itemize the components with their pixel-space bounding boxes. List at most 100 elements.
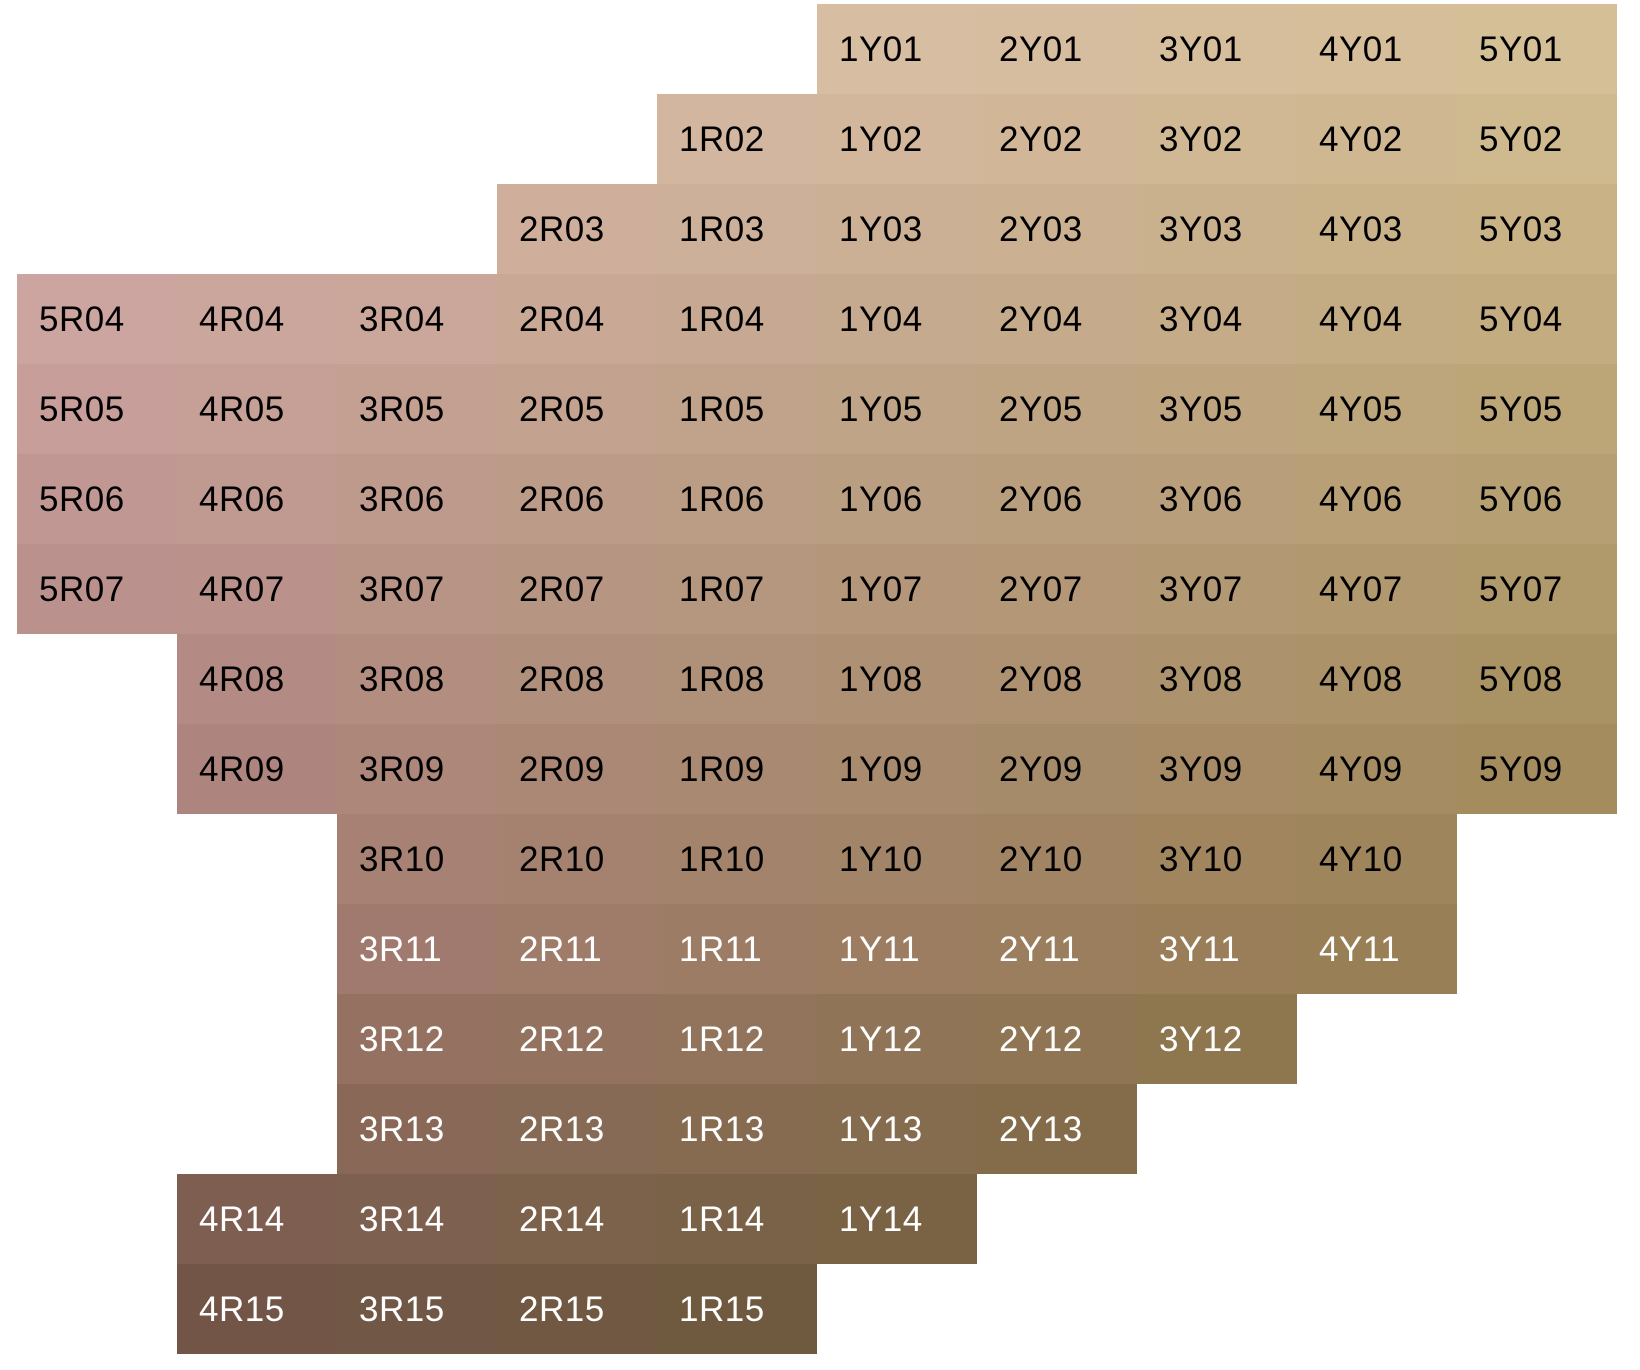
swatch: 5Y09 bbox=[1457, 724, 1617, 814]
swatch: 4Y04 bbox=[1297, 274, 1457, 364]
swatch-label: 2Y11 bbox=[999, 932, 1080, 967]
swatch: 3R05 bbox=[337, 364, 497, 454]
swatch: 2R05 bbox=[497, 364, 657, 454]
swatch-label: 1R06 bbox=[679, 482, 765, 517]
swatch-label: 1R10 bbox=[679, 842, 765, 877]
swatch-label: 2Y03 bbox=[999, 212, 1083, 247]
swatch-label: 1R15 bbox=[679, 1292, 765, 1327]
swatch-label: 3R06 bbox=[359, 482, 445, 517]
swatch-label: 3R05 bbox=[359, 392, 445, 427]
swatch: 3Y06 bbox=[1137, 454, 1297, 544]
swatch: 3Y10 bbox=[1137, 814, 1297, 904]
swatch: 1Y08 bbox=[817, 634, 977, 724]
swatch-label: 1Y08 bbox=[839, 662, 923, 697]
swatch-label: 3R04 bbox=[359, 302, 445, 337]
swatch: 4Y05 bbox=[1297, 364, 1457, 454]
swatch-label: 3Y02 bbox=[1159, 122, 1243, 157]
swatch: 1R06 bbox=[657, 454, 817, 544]
swatch: 3Y08 bbox=[1137, 634, 1297, 724]
swatch: 2R08 bbox=[497, 634, 657, 724]
swatch-label: 3Y12 bbox=[1159, 1022, 1243, 1057]
swatch: 5Y04 bbox=[1457, 274, 1617, 364]
swatch-label: 2R07 bbox=[519, 572, 605, 607]
swatch-label: 4R07 bbox=[199, 572, 285, 607]
swatch: 2R06 bbox=[497, 454, 657, 544]
swatch-label: 2Y04 bbox=[999, 302, 1083, 337]
swatch: 3R12 bbox=[337, 994, 497, 1084]
swatch-label: 4R09 bbox=[199, 752, 285, 787]
swatch: 1R05 bbox=[657, 364, 817, 454]
swatch: 2R15 bbox=[497, 1264, 657, 1354]
swatch-label: 2Y08 bbox=[999, 662, 1083, 697]
swatch-label: 1R11 bbox=[679, 932, 762, 967]
swatch-label: 2Y09 bbox=[999, 752, 1083, 787]
swatch: 3R04 bbox=[337, 274, 497, 364]
swatch-label: 2Y05 bbox=[999, 392, 1083, 427]
swatch-label: 2Y06 bbox=[999, 482, 1083, 517]
swatch: 2R10 bbox=[497, 814, 657, 904]
swatch-label: 1R04 bbox=[679, 302, 765, 337]
swatch-label: 3R08 bbox=[359, 662, 445, 697]
swatch: 4R09 bbox=[177, 724, 337, 814]
swatch-label: 1R13 bbox=[679, 1112, 765, 1147]
swatch-label: 1R07 bbox=[679, 572, 765, 607]
swatch-label: 4Y03 bbox=[1319, 212, 1403, 247]
swatch-label: 3R14 bbox=[359, 1202, 445, 1237]
swatch: 4R07 bbox=[177, 544, 337, 634]
swatch: 3Y03 bbox=[1137, 184, 1297, 274]
swatch: 5R06 bbox=[17, 454, 177, 544]
swatch: 1R14 bbox=[657, 1174, 817, 1264]
swatch-label: 4Y05 bbox=[1319, 392, 1403, 427]
swatch: 4R15 bbox=[177, 1264, 337, 1354]
swatch-label: 1R02 bbox=[679, 122, 765, 157]
swatch: 5Y08 bbox=[1457, 634, 1617, 724]
swatch-label: 1R03 bbox=[679, 212, 765, 247]
swatch: 1Y09 bbox=[817, 724, 977, 814]
swatch: 2R07 bbox=[497, 544, 657, 634]
swatch: 3Y02 bbox=[1137, 94, 1297, 184]
swatch: 1Y10 bbox=[817, 814, 977, 904]
swatch: 4Y02 bbox=[1297, 94, 1457, 184]
swatch: 5Y01 bbox=[1457, 4, 1617, 94]
swatch: 2Y07 bbox=[977, 544, 1137, 634]
swatch-label: 4Y01 bbox=[1319, 32, 1403, 67]
swatch-label: 1Y03 bbox=[839, 212, 923, 247]
swatch: 2Y01 bbox=[977, 4, 1137, 94]
swatch: 5R05 bbox=[17, 364, 177, 454]
swatch: 1Y11 bbox=[817, 904, 977, 994]
swatch-label: 4Y08 bbox=[1319, 662, 1403, 697]
swatch: 4Y10 bbox=[1297, 814, 1457, 904]
swatch-label: 2R13 bbox=[519, 1112, 605, 1147]
swatch: 2Y09 bbox=[977, 724, 1137, 814]
swatch-label: 4Y10 bbox=[1319, 842, 1403, 877]
swatch: 1R13 bbox=[657, 1084, 817, 1174]
swatch: 2Y03 bbox=[977, 184, 1137, 274]
swatch-label: 1Y02 bbox=[839, 122, 923, 157]
swatch-label: 2Y12 bbox=[999, 1022, 1083, 1057]
swatch-label: 4R05 bbox=[199, 392, 285, 427]
swatch: 1R02 bbox=[657, 94, 817, 184]
swatch: 3Y04 bbox=[1137, 274, 1297, 364]
swatch-label: 4R04 bbox=[199, 302, 285, 337]
swatch: 2Y12 bbox=[977, 994, 1137, 1084]
swatch: 5R04 bbox=[17, 274, 177, 364]
swatch-label: 2R12 bbox=[519, 1022, 605, 1057]
swatch: 1Y07 bbox=[817, 544, 977, 634]
swatch-label: 3Y05 bbox=[1159, 392, 1243, 427]
swatch: 2R11 bbox=[497, 904, 657, 994]
swatch-label: 4R06 bbox=[199, 482, 285, 517]
swatch-label: 2Y07 bbox=[999, 572, 1083, 607]
swatch-label: 3R11 bbox=[359, 932, 442, 967]
swatch: 1R15 bbox=[657, 1264, 817, 1354]
swatch: 4Y11 bbox=[1297, 904, 1457, 994]
swatch: 4R14 bbox=[177, 1174, 337, 1264]
swatch-label: 2R09 bbox=[519, 752, 605, 787]
swatch-label: 3Y03 bbox=[1159, 212, 1243, 247]
swatch-label: 3Y07 bbox=[1159, 572, 1243, 607]
swatch-label: 5Y08 bbox=[1479, 662, 1563, 697]
swatch: 5Y06 bbox=[1457, 454, 1617, 544]
swatch: 2Y13 bbox=[977, 1084, 1137, 1174]
swatch: 4Y01 bbox=[1297, 4, 1457, 94]
swatch-label: 1Y01 bbox=[839, 32, 923, 67]
swatch-label: 1R05 bbox=[679, 392, 765, 427]
